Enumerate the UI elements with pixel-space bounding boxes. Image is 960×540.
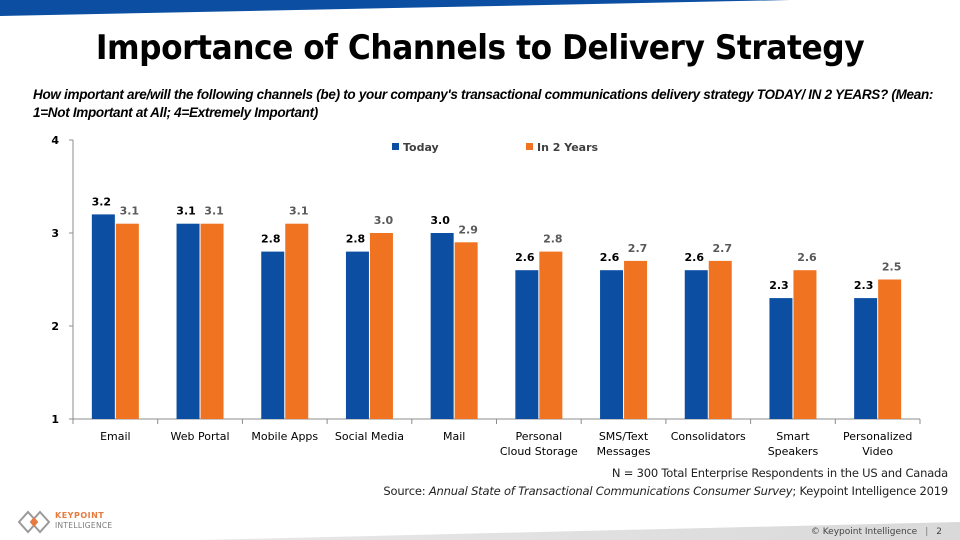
logo-text-intelligence: INTELLIGENCE — [55, 521, 113, 530]
bar-today — [345, 251, 369, 419]
data-label-in-2-years: 2.9 — [458, 223, 478, 236]
page-number: 2 — [936, 527, 942, 537]
bar-in-2-years — [878, 279, 902, 419]
bar-today — [684, 270, 708, 419]
x-category-label: Mobile Apps — [251, 430, 318, 443]
x-category-label-line: Mail — [443, 430, 465, 443]
data-label-in-2-years: 2.8 — [543, 233, 563, 246]
data-label-in-2-years: 3.1 — [289, 205, 309, 218]
y-tick-label: 1 — [51, 413, 59, 426]
bar-today — [854, 298, 878, 419]
data-label-in-2-years: 2.7 — [628, 242, 648, 255]
data-label-today: 2.8 — [346, 233, 366, 246]
bar-today — [91, 214, 115, 419]
x-category-label-line: Messages — [597, 445, 651, 458]
x-category-label-line: SMS/Text — [599, 430, 649, 443]
bar-in-2-years — [115, 223, 139, 419]
bar-in-2-years — [369, 233, 393, 419]
logo-text-keypoint: KEYPOINT — [55, 511, 105, 520]
data-label-in-2-years: 3.1 — [204, 205, 224, 218]
bar-today — [430, 233, 454, 419]
bar-in-2-years — [454, 242, 478, 419]
data-label-today: 2.3 — [854, 279, 874, 292]
bar-today — [515, 270, 539, 419]
data-label-today: 2.6 — [685, 251, 705, 264]
x-category-label: Social Media — [335, 430, 404, 443]
survey-question: How important are/will the following cha… — [33, 87, 934, 120]
legend-swatch-today — [392, 143, 399, 150]
data-label-today: 3.1 — [176, 205, 196, 218]
x-category-label: Personalized Video — [843, 430, 912, 458]
x-category-label: Personal Cloud Storage — [500, 430, 578, 458]
data-label-in-2-years: 2.5 — [882, 261, 902, 274]
x-category-label: Web Portal — [171, 430, 230, 443]
top-banner — [0, 0, 790, 16]
keypoint-logo-icon — [17, 510, 51, 534]
y-tick-label: 2 — [51, 320, 59, 333]
x-category-label-line: Personal — [515, 430, 562, 443]
bar-in-2-years — [539, 251, 563, 419]
bar-in-2-years — [793, 270, 817, 419]
copyright-text: © Keypoint Intelligence — [810, 527, 918, 537]
x-category-label-line: Email — [100, 430, 131, 443]
bar-in-2-years — [624, 260, 648, 419]
x-category-label-line: Smart — [776, 430, 810, 443]
x-category-label-line: Cloud Storage — [500, 445, 578, 458]
source-note: Source: Annual State of Transactional Co… — [383, 484, 948, 498]
source-title: Annual State of Transactional Communicat… — [428, 484, 793, 498]
legend-label-today: Today — [403, 141, 439, 154]
x-category-label-line: Mobile Apps — [251, 430, 318, 443]
x-category-label-line: Speakers — [768, 445, 819, 458]
data-label-today: 2.3 — [769, 279, 789, 292]
footer-separator: | — [925, 527, 929, 537]
x-category-label-line: Consolidators — [671, 430, 746, 443]
bar-in-2-years — [200, 223, 224, 419]
data-label-today: 3.2 — [92, 195, 112, 208]
footer-band — [200, 522, 960, 540]
company-logo: KEYPOINT INTELLIGENCE — [17, 510, 128, 534]
legend-swatch-in-2-years — [526, 143, 533, 150]
data-label-today: 2.6 — [600, 251, 620, 264]
legend-label-in-2-years: In 2 Years — [537, 141, 599, 154]
source-prefix: Source: — [383, 484, 429, 498]
data-label-today: 2.8 — [261, 233, 281, 246]
x-category-label-line: Video — [862, 445, 893, 458]
data-label-in-2-years: 3.0 — [374, 214, 394, 227]
footer-copyright: © Keypoint Intelligence | 2 — [811, 527, 942, 537]
x-category-label-line: Social Media — [335, 430, 404, 443]
y-tick-label: 4 — [51, 134, 59, 147]
x-category-label: Consolidators — [671, 430, 746, 443]
bar-in-2-years — [285, 223, 309, 419]
bar-today — [600, 270, 624, 419]
bar-today — [769, 298, 793, 419]
x-category-label: Smart Speakers — [768, 430, 819, 458]
data-label-in-2-years: 2.6 — [797, 251, 817, 264]
x-category-label: SMS/Text Messages — [597, 430, 651, 458]
data-label-today: 2.6 — [515, 251, 535, 264]
data-label-in-2-years: 2.7 — [713, 242, 733, 255]
x-category-label-line: Personalized — [843, 430, 912, 443]
x-category-label: Mail — [443, 430, 465, 443]
bar-in-2-years — [708, 260, 732, 419]
x-category-label-line: Web Portal — [171, 430, 230, 443]
x-category-label: Email — [100, 430, 131, 443]
source-suffix: ; Keypoint Intelligence 2019 — [792, 484, 948, 498]
data-label-today: 3.0 — [430, 214, 450, 227]
bar-today — [176, 223, 200, 419]
sample-note: N = 300 Total Enterprise Respondents in … — [611, 466, 948, 480]
page-title: Importance of Channels to Delivery Strat… — [95, 28, 865, 68]
data-label-in-2-years: 3.1 — [120, 205, 140, 218]
bar-today — [261, 251, 285, 419]
y-tick-label: 3 — [51, 227, 59, 240]
